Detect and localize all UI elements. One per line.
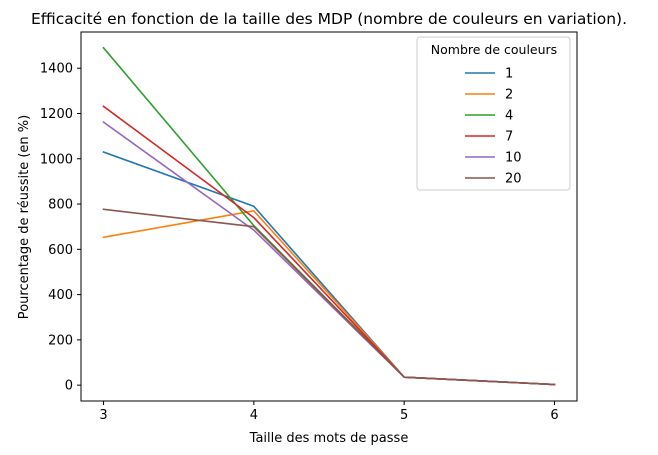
plot-frame xyxy=(80,31,578,402)
x-tick-label: 3 xyxy=(99,408,107,423)
x-axis: 3 4 5 6 xyxy=(99,401,559,423)
y-tick-label: 600 xyxy=(48,243,73,258)
y-tick-label: 800 xyxy=(48,198,73,213)
y-tick-label: 0 xyxy=(65,379,73,394)
legend-box xyxy=(416,36,571,191)
legend-label-10: 10 xyxy=(505,151,522,166)
series-line-20 xyxy=(102,208,556,386)
legend-label-4: 4 xyxy=(505,109,513,124)
y-tick-label: 1200 xyxy=(40,107,73,122)
legend-title: Nombre de couleurs xyxy=(431,42,557,57)
plot-lines xyxy=(102,46,556,386)
x-tick-label: 4 xyxy=(250,408,258,423)
y-tick-label: 1000 xyxy=(40,152,73,167)
x-tick-label: 6 xyxy=(550,408,558,423)
y-tick-label: 200 xyxy=(48,333,73,348)
legend-label-20: 20 xyxy=(505,172,522,187)
legend-label-1: 1 xyxy=(505,67,513,82)
chart-title: Efficacité en fonction de la taille des … xyxy=(31,10,627,28)
y-tick-label: 1400 xyxy=(40,62,73,77)
y-axis-title: Pourcentage de réussite (en %) xyxy=(17,115,32,319)
legend-label-2: 2 xyxy=(505,88,513,103)
legend: Nombre de couleurs 1 2 4 7 10 20 xyxy=(416,36,571,191)
x-tick-label: 5 xyxy=(400,408,408,423)
x-axis-title: Taille des mots de passe xyxy=(249,431,409,446)
legend-label-7: 7 xyxy=(505,130,513,145)
y-tick-label: 400 xyxy=(48,288,73,303)
y-axis: 0 200 400 600 800 1000 1200 1400 xyxy=(40,62,81,394)
legend-items: 1 2 4 7 10 20 xyxy=(465,67,522,187)
